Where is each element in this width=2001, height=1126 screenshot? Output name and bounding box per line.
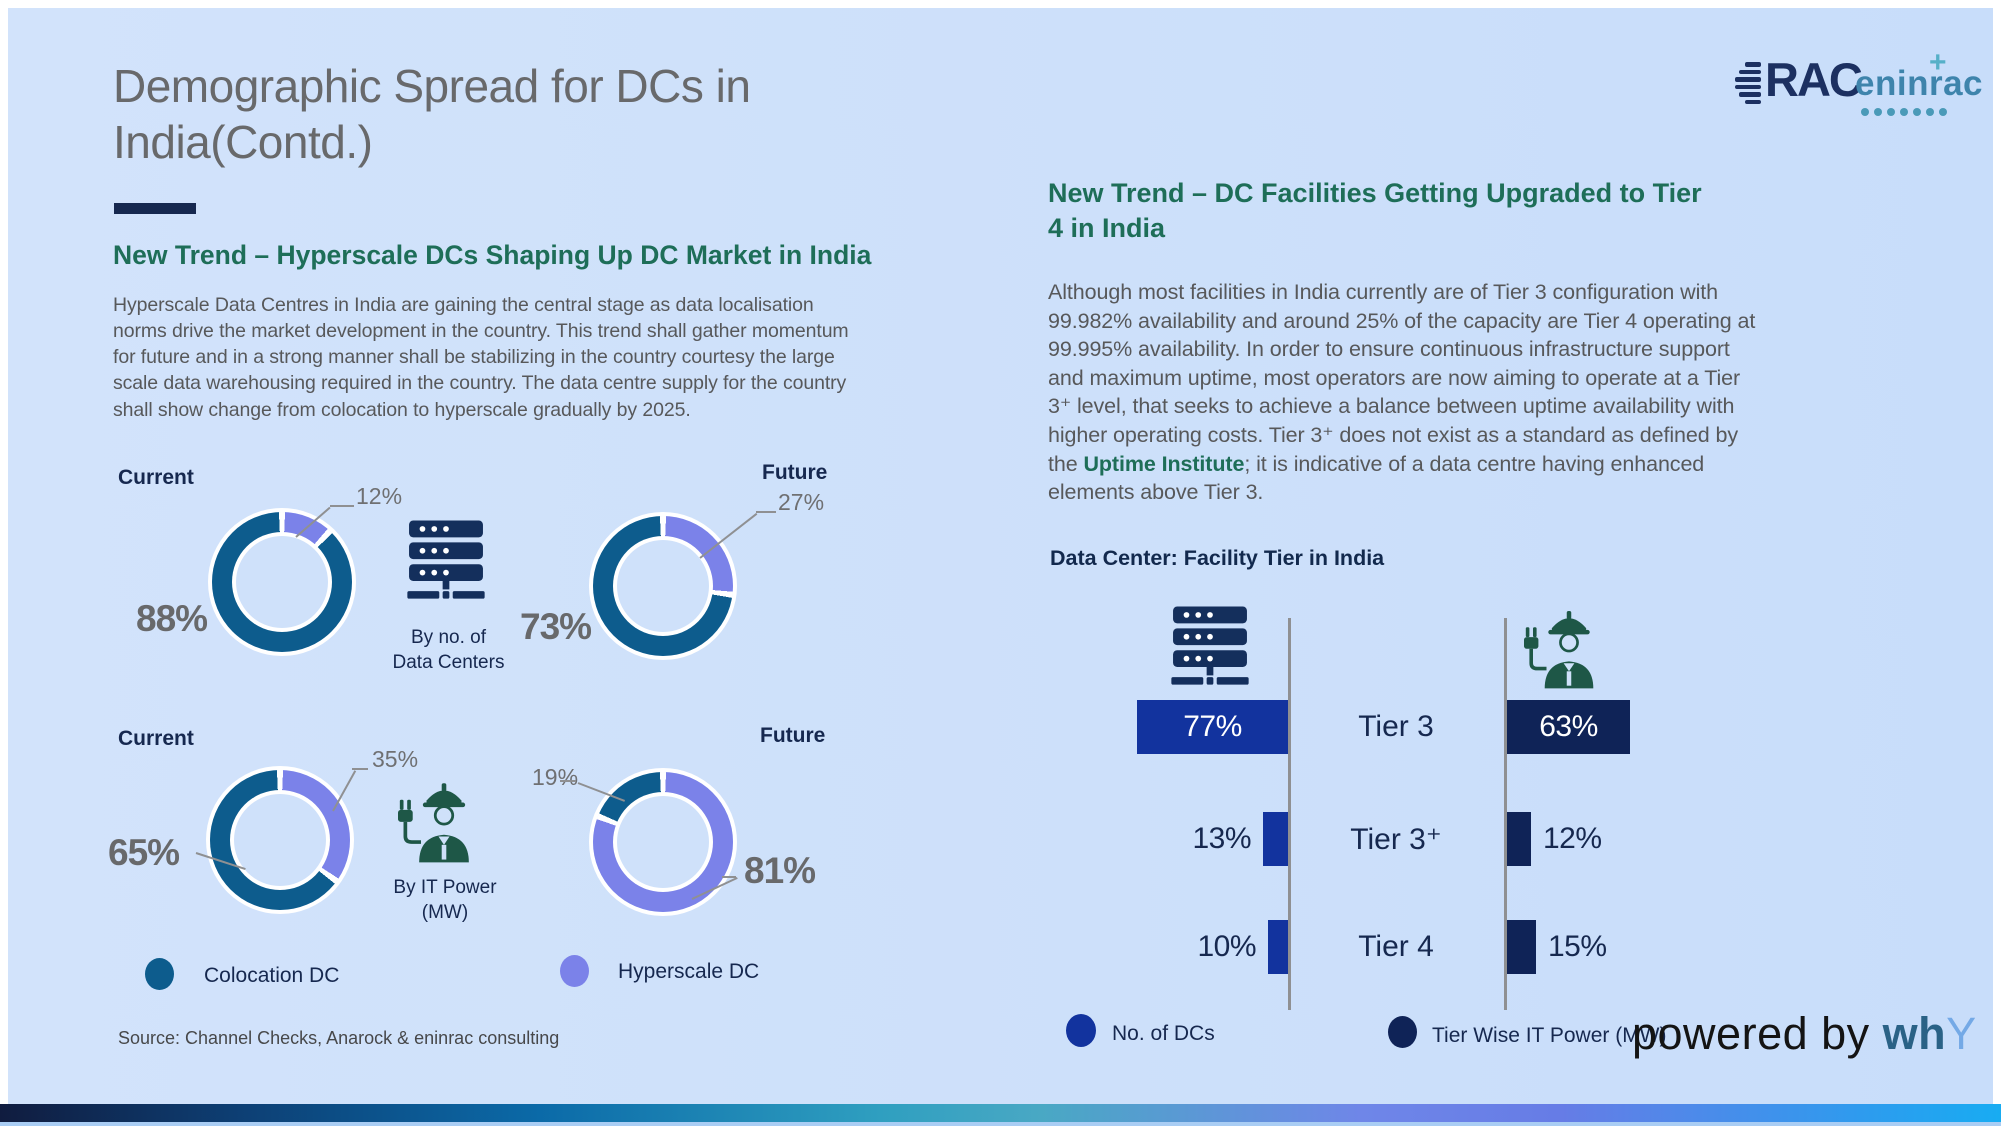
donut-main-pct: 73% xyxy=(520,606,592,647)
powered-by-text: powered by xyxy=(1632,1008,1883,1059)
right-section-heading: New Trend – DC Facilities Getting Upgrad… xyxy=(1048,178,1702,244)
bottom-gradient-bar xyxy=(0,1104,2001,1122)
callout-line xyxy=(560,780,576,782)
donut-current-dcs xyxy=(212,512,352,652)
tier-category-label: Tier 3 xyxy=(1358,710,1434,743)
right-body-after: ; it is indicative of a data centre havi… xyxy=(1048,451,1705,505)
powered-by-why-logo: powered by whY xyxy=(1632,1008,1977,1060)
donut-callout-pct: 27% xyxy=(778,489,825,515)
callout-line xyxy=(352,768,368,770)
donut-label-future-dcs: Future xyxy=(762,461,828,484)
engineer-icon xyxy=(1524,600,1614,694)
legend-label-colocation: Colocation DC xyxy=(204,964,340,987)
donut-main-pct: 81% xyxy=(744,850,816,891)
page-title: Demographic Spread for DCs in India(Cont… xyxy=(113,60,751,169)
server-icon xyxy=(404,520,488,600)
server-icon xyxy=(1168,606,1252,686)
tornado-left-axis xyxy=(1288,618,1291,1010)
power-value: 15% xyxy=(1548,930,1607,963)
legend-dot-power xyxy=(1388,1016,1417,1048)
legend-dot-dcs xyxy=(1066,1014,1096,1047)
logo-rac-text: RAC xyxy=(1765,53,1863,106)
bottom-strip xyxy=(0,1122,2001,1126)
power-value: 63% xyxy=(1539,710,1598,743)
dcs-bar xyxy=(1268,920,1288,974)
callout-line xyxy=(330,505,354,507)
tornado-chart-title: Data Center: Facility Tier in India xyxy=(1050,546,1385,570)
legend-label-power: Tier Wise IT Power (MW) xyxy=(1432,1024,1667,1047)
callout-line xyxy=(756,511,776,513)
tornado-row: 10% 15% Tier 4 xyxy=(1050,920,1790,974)
tornado-chart: 77% 63% Tier 3 13% 12% Tier 3⁺ 10% 15% Tier 4 xyxy=(1050,700,1790,1020)
donut-label-current-dcs: Current xyxy=(118,466,194,489)
donut-label-future-power: Future xyxy=(760,724,826,747)
legend-dot-hyperscale xyxy=(560,955,589,987)
donut-group-caption-power: By IT Power (MW) xyxy=(393,877,497,923)
legend-label-dcs: No. of DCs xyxy=(1112,1022,1215,1045)
legend-label-hyperscale: Hyperscale DC xyxy=(618,960,760,983)
right-section-body: Although most facilities in India curren… xyxy=(1048,278,1764,507)
tier-category-label: Tier 4 xyxy=(1358,930,1434,963)
legend-dot-colocation xyxy=(145,958,174,990)
logo-dots-icon xyxy=(1861,108,1947,116)
uptime-institute-link[interactable]: Uptime Institute xyxy=(1083,451,1245,476)
callout-line xyxy=(722,876,736,878)
donut-future-power xyxy=(593,772,733,912)
dcs-bar xyxy=(1137,700,1288,754)
tier-category-label: Tier 3⁺ xyxy=(1350,823,1442,856)
tornado-row: 77% 63% Tier 3 xyxy=(1050,700,1790,754)
dcs-value: 77% xyxy=(1183,710,1242,743)
tornado-row: 13% 12% Tier 3⁺ xyxy=(1050,812,1790,866)
left-section-body: Hyperscale Data Centres in India are gai… xyxy=(113,294,849,421)
donut-main-pct: 65% xyxy=(108,832,180,873)
dcs-bar xyxy=(1263,812,1288,866)
left-section-heading: New Trend – Hyperscale DCs Shaping Up DC… xyxy=(113,240,872,270)
donut-future-dcs xyxy=(593,516,733,656)
why-logo-wh: wh xyxy=(1882,1008,1947,1059)
source-note: Source: Channel Checks, Anarock & eninra… xyxy=(118,1028,560,1048)
engineer-icon xyxy=(398,772,490,868)
power-value: 12% xyxy=(1543,822,1602,855)
right-body-before: Although most facilities in India curren… xyxy=(1048,280,1756,476)
donut-callout-pct: 12% xyxy=(356,483,403,509)
dcs-value: 13% xyxy=(1192,822,1251,855)
donut-label-current-power: Current xyxy=(118,727,194,750)
power-bar xyxy=(1507,812,1531,866)
logo-stripes-icon xyxy=(1733,62,1761,104)
eninrac-logo: RAC eninrac + xyxy=(1733,46,1983,120)
dcs-value: 10% xyxy=(1197,930,1256,963)
title-accent-dash xyxy=(114,203,196,214)
donut-group-caption-dcs: By no. of Data Centers xyxy=(392,627,505,673)
power-bar xyxy=(1507,920,1536,974)
logo-plus-icon: + xyxy=(1929,46,1947,79)
why-logo-y: Y xyxy=(1946,1008,1977,1059)
donut-current-power xyxy=(210,770,350,910)
donut-main-pct: 88% xyxy=(136,598,208,639)
donut-callout-pct: 19% xyxy=(532,764,579,790)
tornado-right-axis xyxy=(1504,618,1507,1010)
power-bar xyxy=(1507,700,1630,754)
logo-eninrac-text: eninrac xyxy=(1855,64,1983,103)
donut-callout-pct: 35% xyxy=(372,746,419,772)
